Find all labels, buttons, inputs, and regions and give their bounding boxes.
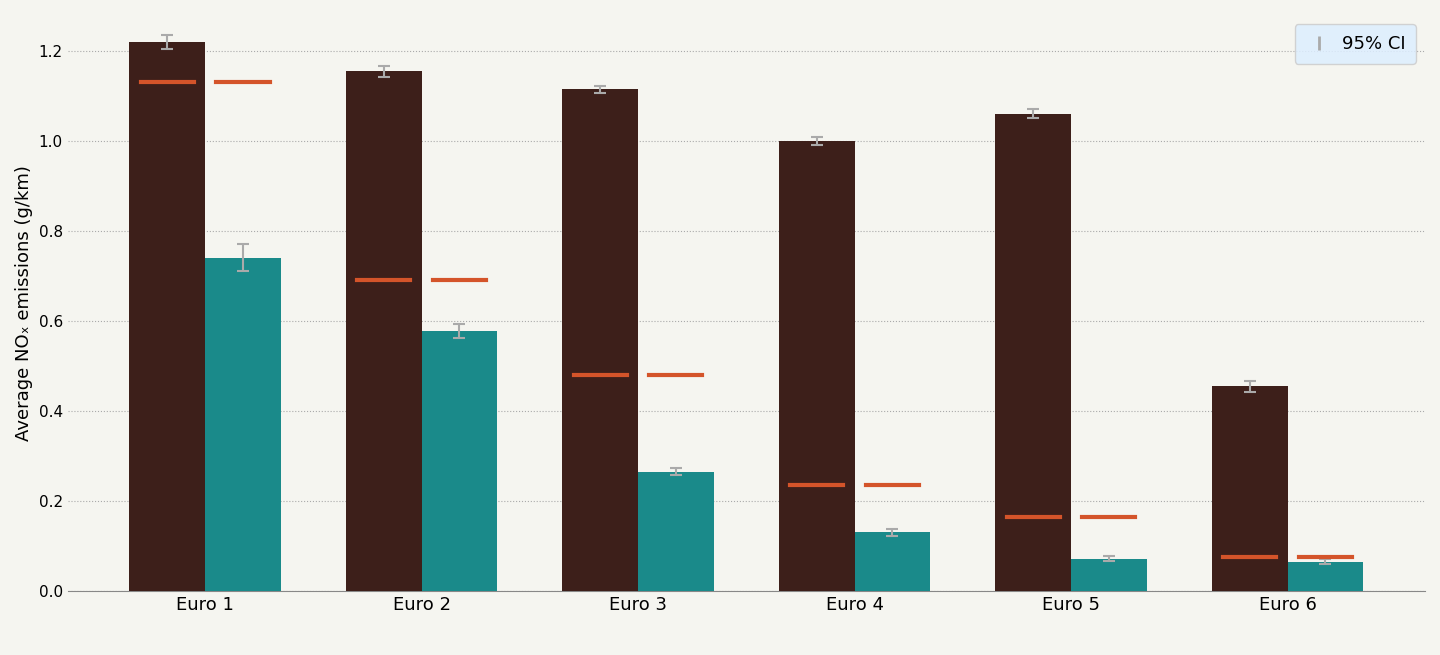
- Bar: [1071, 559, 1146, 591]
- Y-axis label: Average NOₓ emissions (g/km): Average NOₓ emissions (g/km): [14, 165, 33, 441]
- Bar: [638, 472, 714, 591]
- Bar: [130, 42, 204, 591]
- Bar: [1212, 386, 1287, 591]
- Bar: [1287, 562, 1364, 591]
- Legend: 95% CI: 95% CI: [1295, 24, 1416, 64]
- Bar: [563, 89, 638, 591]
- Bar: [854, 533, 930, 591]
- Bar: [346, 71, 422, 591]
- Bar: [779, 141, 854, 591]
- Bar: [204, 258, 281, 591]
- Bar: [995, 114, 1071, 591]
- Bar: [422, 331, 497, 591]
